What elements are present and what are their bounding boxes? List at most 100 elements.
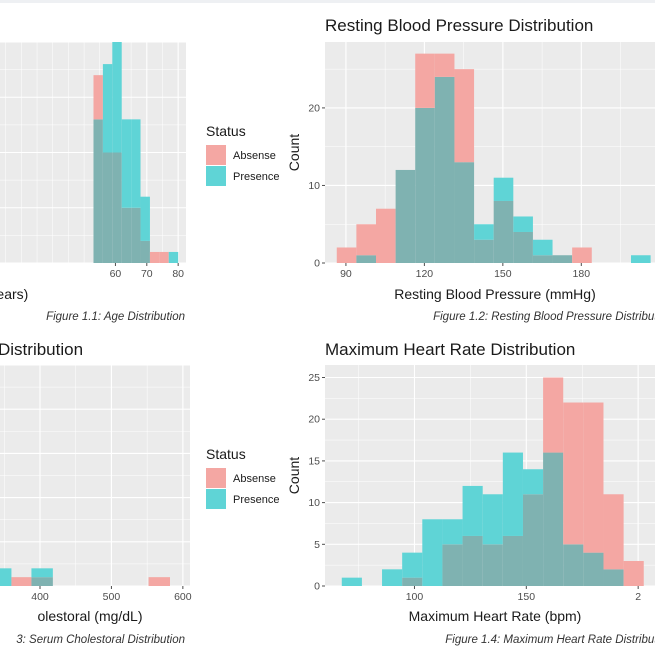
bar-overlap <box>583 552 604 586</box>
y-tick-label: 10 <box>308 180 320 192</box>
bar-presence <box>382 569 403 586</box>
bar-presence <box>631 255 651 263</box>
x-tick-label: 120 <box>416 268 434 280</box>
figure-caption: Figure 1.2: Resting Blood Pressure Distr… <box>433 311 655 323</box>
figure-caption: Figure 1.4: Maximum Heart Rate Distribut… <box>445 634 655 646</box>
x-tick-label: 70 <box>141 268 153 280</box>
chart-title: Maximum Heart Rate Distribution <box>325 340 575 359</box>
legend-label: Absense <box>233 473 276 485</box>
legend-title: Status <box>206 446 246 462</box>
x-tick-label: 60 <box>110 268 122 280</box>
bar-absense <box>563 402 584 545</box>
bar-overlap <box>442 544 463 586</box>
x-axis-label: olestoral (mg/dL) <box>37 608 142 624</box>
bar-overlap <box>31 577 53 586</box>
legend-label: Presence <box>233 494 279 506</box>
bar-absense <box>543 377 564 453</box>
bar-absense <box>148 577 170 586</box>
legend-swatch-absense <box>206 468 226 488</box>
bar-presence <box>102 64 113 153</box>
x-tick-label: 80 <box>172 268 184 280</box>
legend-swatch-absense <box>206 145 226 165</box>
bar-overlap <box>121 207 132 263</box>
y-tick-label: 0 <box>314 581 320 593</box>
chart-panel-2: 90 120 150 180 0 10 20 Resting Blood Pressure D… <box>286 16 655 323</box>
bar-overlap <box>395 169 416 263</box>
bar-overlap <box>415 107 435 263</box>
bar-overlap <box>356 255 376 263</box>
y-tick-label: 20 <box>308 102 320 114</box>
bar-absense <box>623 560 644 586</box>
bar-overlap <box>482 544 503 586</box>
bar-absense <box>11 577 32 586</box>
top-strip <box>0 0 655 3</box>
bar-presence <box>532 239 553 256</box>
figure-caption: Figure 1.1: Age Distribution <box>46 311 185 323</box>
histogram-bars <box>0 568 170 586</box>
x-tick-label: 400 <box>31 591 49 603</box>
y-tick-label: 25 <box>308 372 320 384</box>
bar-presence <box>502 452 523 536</box>
figure-caption: 3: Serum Cholestoral Distribution <box>16 634 185 646</box>
x-axis-label: (Years) <box>0 286 28 302</box>
chart-title: Resting Blood Pressure Distribution <box>325 16 593 35</box>
bar-overlap <box>131 207 141 263</box>
bar-presence <box>168 251 179 263</box>
y-tick-label: 15 <box>308 455 320 467</box>
bar-overlap <box>493 200 514 263</box>
x-tick-label: 100 <box>406 591 424 603</box>
x-tick-label: 90 <box>340 268 352 280</box>
bar-overlap <box>543 452 564 586</box>
bar-absense <box>356 224 376 256</box>
histogram-bars <box>341 377 644 586</box>
bar-presence <box>112 42 122 153</box>
bar-overlap <box>474 239 494 263</box>
bar-presence <box>341 577 362 586</box>
y-tick-label: 20 <box>308 414 320 426</box>
bar-overlap <box>532 255 553 263</box>
bar-overlap <box>552 255 573 263</box>
y-axis-label: Count <box>286 134 302 171</box>
legend-label: Presence <box>233 171 279 183</box>
chart-panel-1: 60 70 80 (Years) Figure 1.1: Age Distributio… <box>0 41 186 323</box>
bar-absense <box>149 251 160 263</box>
bar-absense <box>415 53 435 108</box>
bar-presence <box>522 469 544 495</box>
legend-swatch-presence <box>206 489 226 509</box>
bar-overlap <box>434 76 455 263</box>
y-tick-label: 0 <box>314 258 320 270</box>
bar-overlap <box>454 162 475 263</box>
x-tick-label: 150 <box>518 591 536 603</box>
bar-absense <box>93 75 103 120</box>
y-axis-label: Count <box>286 457 302 494</box>
legend-1: Status Absense Presence <box>206 123 279 186</box>
legend-2: Status Absense Presence <box>206 446 279 509</box>
bar-overlap <box>603 569 624 586</box>
bar-overlap <box>402 577 423 586</box>
bar-presence <box>402 552 423 578</box>
x-axis-label: Maximum Heart Rate (bpm) <box>409 608 582 624</box>
bar-overlap <box>563 544 584 586</box>
bar-presence <box>140 196 150 241</box>
bar-presence <box>513 216 533 232</box>
bar-overlap <box>513 231 533 263</box>
bar-absense <box>159 251 169 263</box>
bar-absense <box>454 69 475 163</box>
chart-title: Distribution <box>0 340 83 359</box>
x-tick-label: 150 <box>494 268 512 280</box>
histogram-bars <box>93 42 179 263</box>
bar-overlap <box>462 535 483 586</box>
bar-overlap <box>102 152 113 263</box>
bar-overlap <box>522 494 544 586</box>
bar-absense <box>376 208 396 263</box>
x-tick-label: 500 <box>103 591 121 603</box>
y-tick-label: 5 <box>314 539 320 551</box>
bar-presence <box>131 119 141 208</box>
histogram-bars <box>336 53 651 263</box>
y-tick-label: 10 <box>308 497 320 509</box>
legend-label: Absense <box>233 150 276 162</box>
bar-presence <box>0 568 12 586</box>
bar-presence <box>442 519 463 545</box>
bar-overlap <box>112 152 122 263</box>
